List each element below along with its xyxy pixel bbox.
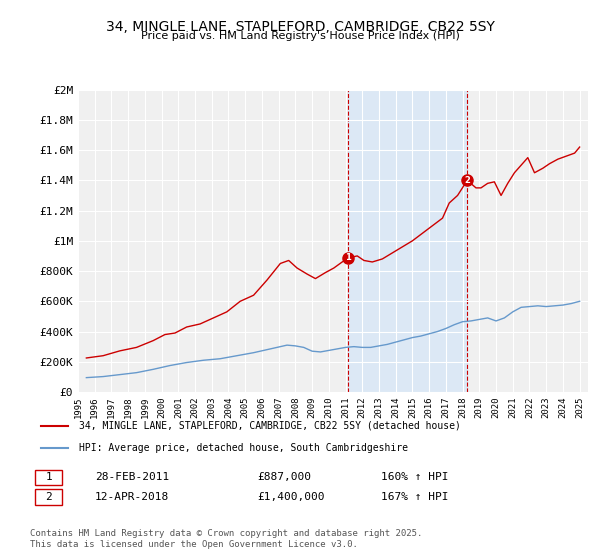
Text: 1: 1: [345, 253, 351, 263]
Text: 12-APR-2018: 12-APR-2018: [95, 492, 169, 502]
Text: £887,000: £887,000: [257, 472, 311, 482]
Text: £1,400,000: £1,400,000: [257, 492, 324, 502]
Bar: [348, 90, 467, 392]
Text: 167% ↑ HPI: 167% ↑ HPI: [381, 492, 449, 502]
FancyBboxPatch shape: [35, 470, 62, 485]
FancyBboxPatch shape: [35, 489, 62, 505]
Text: HPI: Average price, detached house, South Cambridgeshire: HPI: Average price, detached house, Sout…: [79, 443, 407, 453]
Text: 2: 2: [46, 492, 52, 502]
Text: Contains HM Land Registry data © Crown copyright and database right 2025.
This d: Contains HM Land Registry data © Crown c…: [30, 529, 422, 549]
Text: Price paid vs. HM Land Registry's House Price Index (HPI): Price paid vs. HM Land Registry's House …: [140, 31, 460, 41]
Text: 28-FEB-2011: 28-FEB-2011: [95, 472, 169, 482]
Text: 160% ↑ HPI: 160% ↑ HPI: [381, 472, 449, 482]
Text: 1: 1: [46, 472, 52, 482]
Text: 34, MINGLE LANE, STAPLEFORD, CAMBRIDGE, CB22 5SY: 34, MINGLE LANE, STAPLEFORD, CAMBRIDGE, …: [106, 20, 494, 34]
Text: 2: 2: [464, 176, 470, 185]
Text: 34, MINGLE LANE, STAPLEFORD, CAMBRIDGE, CB22 5SY (detached house): 34, MINGLE LANE, STAPLEFORD, CAMBRIDGE, …: [79, 421, 460, 431]
